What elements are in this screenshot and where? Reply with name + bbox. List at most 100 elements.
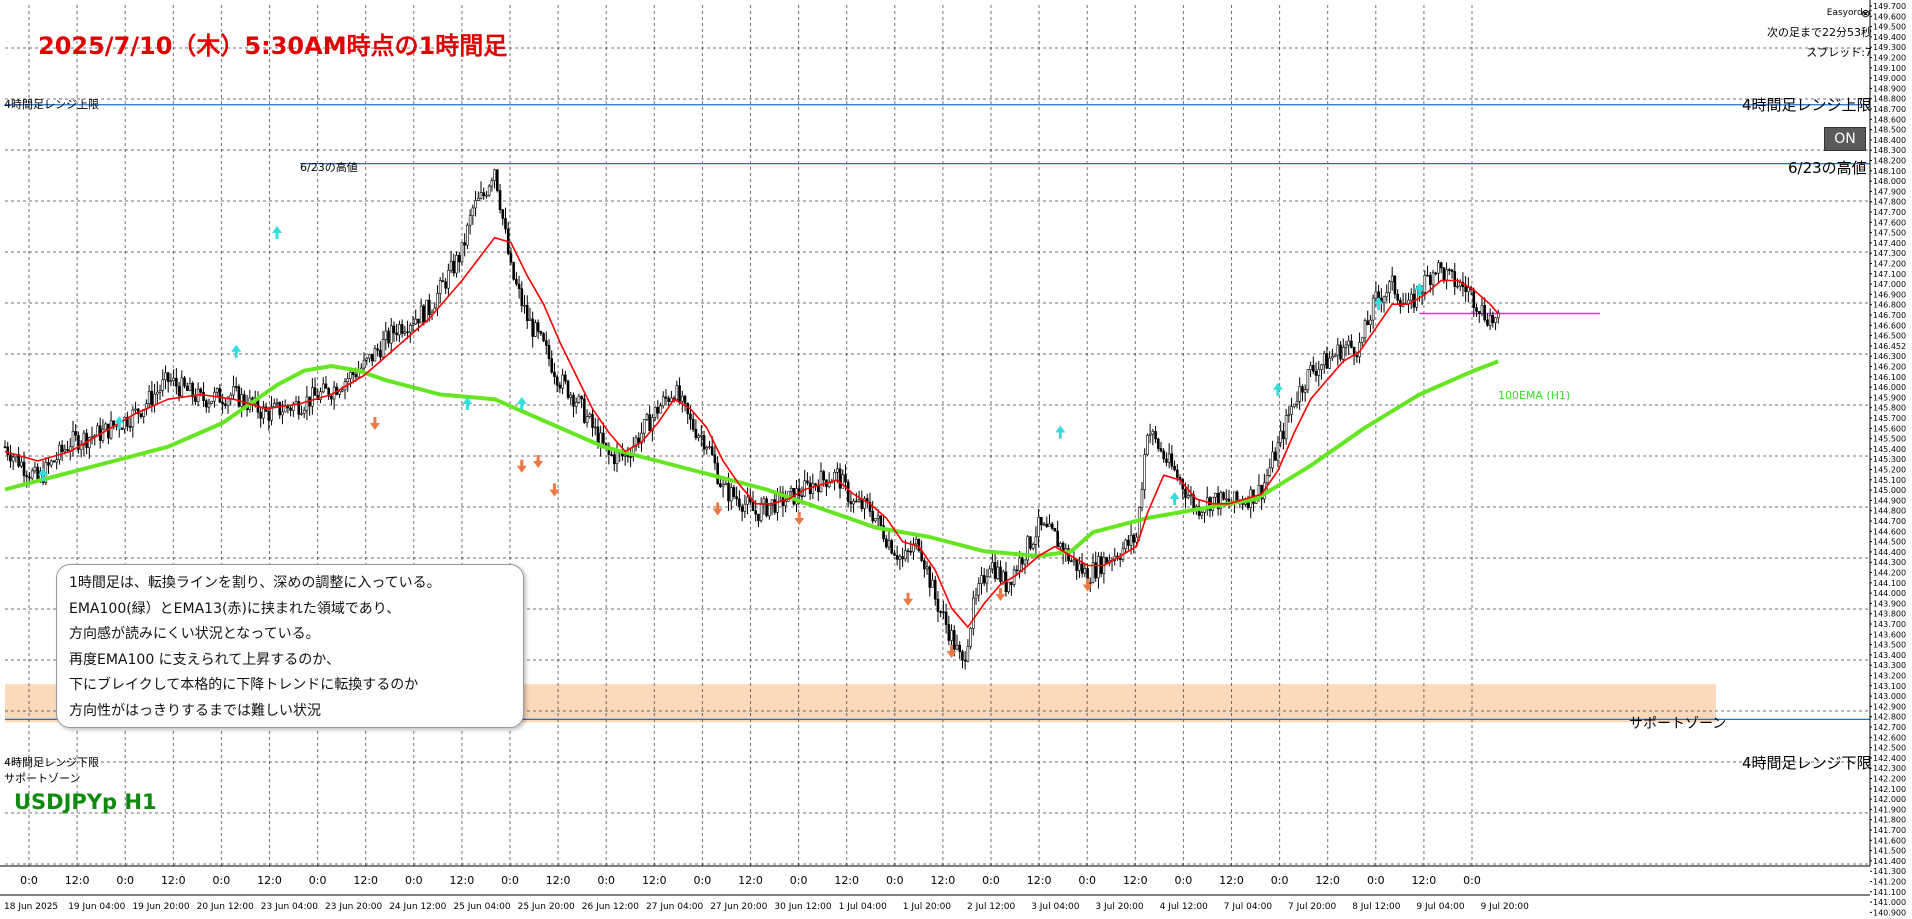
y-tick-label: 146.500 <box>1873 332 1906 341</box>
candle-body <box>204 400 208 408</box>
candle-body <box>806 480 809 484</box>
candle-body <box>1091 562 1095 583</box>
candle-body <box>988 568 991 578</box>
candle-body <box>368 353 371 359</box>
support-zone-label-right: サポートゾーン <box>1629 716 1727 732</box>
candle-body <box>1442 267 1446 281</box>
candle-body <box>47 462 50 466</box>
y-tick-label: 144.500 <box>1873 538 1906 547</box>
candle-body <box>1393 275 1397 295</box>
candle-body <box>1428 275 1432 285</box>
candle-body <box>1045 523 1049 527</box>
sell-arrow-icon <box>946 645 957 658</box>
buy-arrow-icon <box>462 397 473 410</box>
y-tick-label: 148.500 <box>1873 126 1906 135</box>
candle-body <box>1295 400 1299 405</box>
y-tick-label: 146.900 <box>1873 290 1906 299</box>
candle-body <box>1448 269 1451 271</box>
y-tick-label: 149.400 <box>1873 33 1906 42</box>
candle-body <box>838 468 842 489</box>
candle-body <box>746 496 749 505</box>
range-upper-label-right: 4時間足レンジ上限 <box>1742 96 1872 114</box>
candle-body <box>1420 292 1424 295</box>
candle-body <box>855 500 858 503</box>
candle-body <box>272 403 276 407</box>
buy-arrow-icon <box>1272 382 1283 396</box>
candle-body <box>1048 523 1051 527</box>
candle-body <box>1341 347 1345 360</box>
candle-body <box>30 470 34 479</box>
candle-body <box>729 487 733 502</box>
candle-body <box>327 388 330 397</box>
candle-body <box>1124 539 1127 550</box>
candle-body <box>346 378 350 382</box>
candle-body <box>1072 559 1076 562</box>
candle-body <box>678 385 681 402</box>
y-tick-label: 141.900 <box>1873 805 1906 814</box>
candle-body <box>406 331 409 334</box>
comment-line: 方向性がはっきりするまでは難しい状況 <box>69 702 321 719</box>
hour-tick-label: 12:0 <box>1027 874 1052 887</box>
y-tick-label: 147.600 <box>1873 218 1906 227</box>
candle-body <box>827 482 831 487</box>
candle-body <box>1333 354 1337 357</box>
candle-body <box>1037 517 1040 538</box>
candle-body <box>1069 560 1073 563</box>
candle-body <box>259 411 262 419</box>
candle-body <box>770 499 774 506</box>
candle-body <box>175 377 178 387</box>
candle-body <box>735 496 738 500</box>
candle-body <box>330 395 333 400</box>
y-tick-label: 141.300 <box>1873 867 1906 876</box>
candle-body <box>487 185 491 196</box>
candle-body <box>66 449 69 451</box>
candle-body <box>1439 262 1443 269</box>
hour-tick-label: 0:0 <box>116 874 134 887</box>
on-button[interactable]: ON <box>1824 127 1866 151</box>
support-zone-label-left: サポートゾーン <box>4 772 81 785</box>
candle-body <box>909 550 913 553</box>
candle-body <box>849 501 853 505</box>
candle-body <box>496 169 499 191</box>
candle-body <box>365 357 369 361</box>
candle-body <box>381 339 385 358</box>
sell-arrow-icon <box>1082 578 1093 592</box>
hour-tick-label: 0:0 <box>501 874 519 887</box>
candle-body <box>85 432 88 448</box>
candle-body <box>542 333 545 342</box>
candle-body <box>1325 353 1329 369</box>
candle-body <box>414 318 418 325</box>
candle-body <box>569 394 573 398</box>
candle-body <box>566 380 570 398</box>
range-upper-label-left: 4時間足レンジ上限 <box>4 98 99 111</box>
y-tick-label: 142.800 <box>1873 713 1906 722</box>
candle-body <box>1088 582 1092 584</box>
candle-body <box>561 374 564 389</box>
candle-body <box>1371 297 1375 321</box>
candle-body <box>759 504 763 521</box>
hour-tick-label: 12:0 <box>546 874 571 887</box>
candle-body <box>340 389 344 392</box>
close-icon[interactable]: ⊗ <box>1861 7 1871 20</box>
buy-arrow-icon <box>1169 492 1180 505</box>
candle-body <box>123 416 126 430</box>
date-tick-label: 9 Jul 04:00 <box>1416 902 1465 912</box>
candle-body <box>215 388 219 393</box>
candle-body <box>887 540 891 548</box>
candle-body <box>634 437 638 447</box>
y-tick-label: 143.200 <box>1873 672 1906 681</box>
candle-body <box>955 644 959 650</box>
candle-body <box>1265 475 1269 484</box>
candle-body <box>871 510 874 522</box>
easyorder-label: Easyorder <box>1826 8 1872 18</box>
candle-body <box>765 498 768 517</box>
candle-body <box>509 253 513 263</box>
date-tick-label: 26 Jun 12:00 <box>582 902 639 912</box>
y-tick-label: 142.700 <box>1873 723 1906 732</box>
candle-body <box>972 597 975 629</box>
y-tick-label: 149.600 <box>1873 12 1906 21</box>
candle-body <box>784 501 787 507</box>
candle-body <box>3 446 7 449</box>
candle-body <box>1287 414 1291 416</box>
